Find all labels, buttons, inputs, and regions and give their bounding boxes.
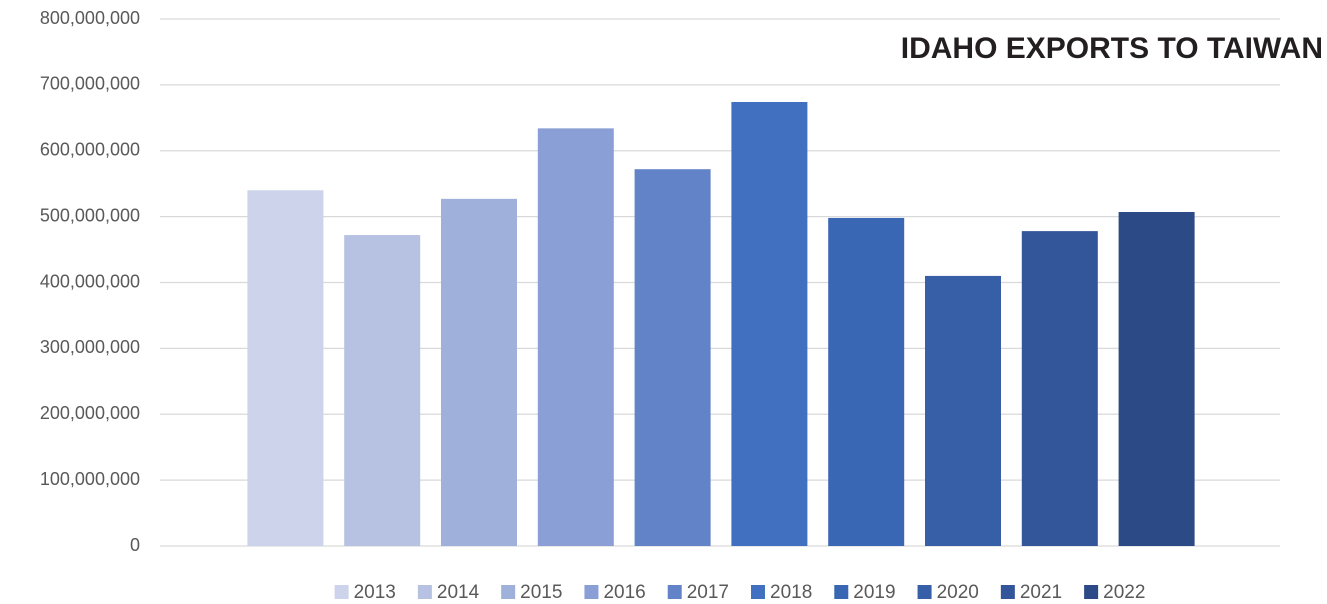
legend-swatch	[917, 585, 932, 599]
bar	[634, 169, 711, 546]
legend-label: 2015	[520, 582, 562, 603]
legend-swatch	[667, 585, 682, 599]
legend-label: 2022	[1103, 582, 1145, 603]
y-tick-label: 500,000,000	[40, 205, 140, 225]
legend-label: 2020	[937, 582, 979, 603]
y-tick-label: 800,000,000	[40, 8, 140, 28]
legend-label: 2014	[437, 582, 480, 603]
legend-swatch	[334, 585, 349, 599]
bar	[731, 102, 808, 546]
legend-swatch	[1000, 585, 1015, 599]
legend-label: 2013	[354, 582, 396, 603]
bar	[344, 235, 421, 546]
y-tick-label: 200,000,000	[40, 403, 140, 423]
legend-label: 2017	[687, 582, 729, 603]
bar	[441, 198, 517, 546]
bar	[925, 275, 1001, 546]
bar	[1118, 212, 1195, 547]
y-tick-label: 600,000,000	[40, 140, 140, 160]
legend-swatch	[1084, 585, 1099, 599]
y-tick-label: 0	[130, 535, 140, 555]
legend-swatch	[417, 585, 432, 599]
legend-label: 2016	[603, 582, 645, 603]
legend-swatch	[751, 585, 765, 599]
y-tick-label: 100,000,000	[40, 469, 140, 489]
legend-swatch	[584, 585, 599, 599]
y-tick-label: 400,000,000	[40, 271, 140, 291]
legend: 2013 2014 2015 2016 2017 2018 2019 2020 2021 2022	[334, 582, 1145, 603]
bar	[247, 190, 324, 546]
legend-swatch	[834, 585, 849, 599]
legend-swatch	[501, 585, 516, 599]
bar	[537, 128, 614, 547]
legend-label: 2019	[853, 582, 895, 603]
bar	[828, 217, 905, 546]
bar	[1021, 231, 1098, 546]
legend-label: 2018	[770, 582, 812, 603]
chart-title: IDAHO EXPORTS TO TAIWAN	[901, 32, 1323, 65]
legend-label: 2021	[1020, 582, 1062, 603]
y-tick-label: 700,000,000	[40, 74, 140, 94]
y-tick-label: 300,000,000	[40, 337, 140, 357]
